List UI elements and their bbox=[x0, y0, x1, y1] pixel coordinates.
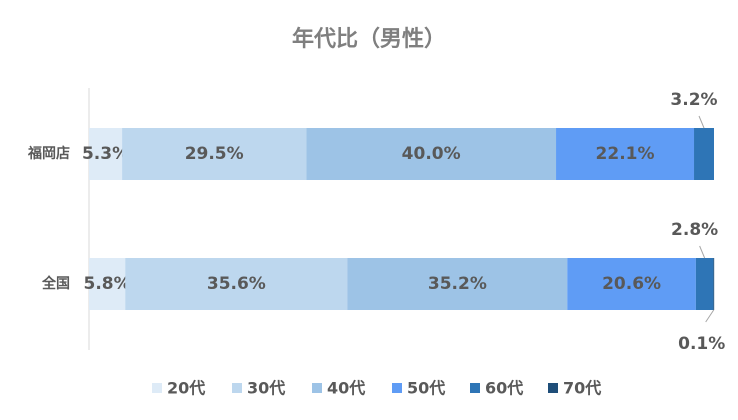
data-label: 35.2% bbox=[428, 274, 487, 294]
legend-swatch bbox=[312, 383, 322, 393]
bar-segment bbox=[556, 128, 695, 180]
data-label: 40.0% bbox=[402, 144, 461, 164]
bar-segment bbox=[125, 258, 348, 310]
data-label: 3.2% bbox=[670, 90, 717, 110]
legend-label: 40代 bbox=[327, 379, 365, 398]
category-label: 全国 bbox=[41, 275, 70, 292]
legend-swatch bbox=[152, 383, 162, 393]
legend-label: 60代 bbox=[485, 379, 523, 398]
data-label: 20.6% bbox=[602, 274, 661, 294]
data-label: 5.3% bbox=[82, 144, 129, 164]
bar-segment bbox=[347, 258, 568, 310]
data-label: 2.8% bbox=[671, 220, 718, 240]
bar-segment bbox=[713, 258, 715, 310]
leader-line bbox=[705, 309, 715, 323]
data-label: 22.1% bbox=[596, 144, 655, 164]
legend-label: 70代 bbox=[563, 379, 601, 398]
category-label: 福岡店 bbox=[27, 145, 70, 162]
legend-label: 50代 bbox=[407, 379, 445, 398]
bar-segment bbox=[694, 128, 714, 180]
legend-label: 20代 bbox=[167, 379, 205, 398]
legend-label: 30代 bbox=[247, 379, 285, 398]
bar-segment bbox=[567, 258, 696, 310]
legend-swatch bbox=[392, 383, 402, 393]
bar-segment bbox=[89, 128, 123, 180]
bar-segment bbox=[695, 258, 714, 310]
leader-line bbox=[699, 245, 706, 259]
legend-swatch bbox=[548, 383, 558, 393]
leader-line bbox=[698, 115, 705, 129]
legend-swatch bbox=[470, 383, 480, 393]
data-label: 35.6% bbox=[207, 274, 266, 294]
data-label: 29.5% bbox=[185, 144, 244, 164]
data-label: 5.8% bbox=[84, 274, 131, 294]
bar-segment bbox=[122, 128, 307, 180]
legend-swatch bbox=[232, 383, 242, 393]
bar-segment bbox=[306, 128, 557, 180]
chart-title: 年代比（男性） bbox=[292, 26, 446, 52]
bar-segment bbox=[89, 258, 126, 310]
data-label: 0.1% bbox=[678, 334, 725, 354]
